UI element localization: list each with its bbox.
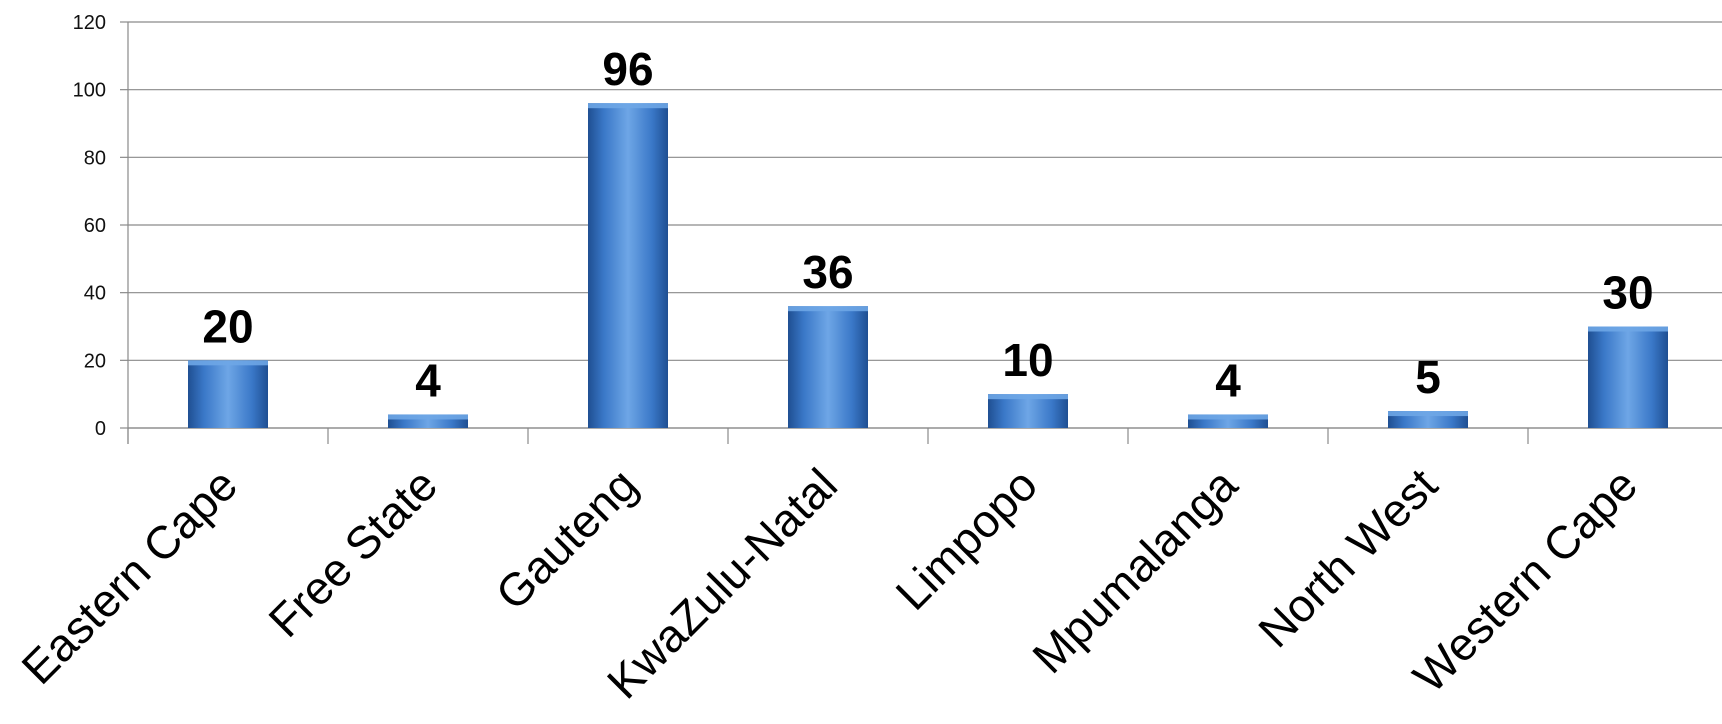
- bar-cap: [388, 414, 468, 420]
- x-tick-label: North West: [1248, 458, 1447, 657]
- x-tick-label: Mpumalanga: [1022, 458, 1247, 683]
- y-tick-label: 40: [84, 283, 106, 305]
- data-label: 30: [1602, 267, 1653, 319]
- bar-cap: [588, 103, 668, 109]
- bar-limpopo: [988, 394, 1068, 428]
- y-tick-label: 100: [73, 80, 106, 102]
- x-tick-label: Gauteng: [486, 458, 648, 620]
- bar-gauteng: [588, 103, 668, 428]
- x-axis-category-labels: Eastern Cape Free State GautengKwaZulu-Nat…: [11, 458, 1647, 708]
- bar-cap: [788, 306, 868, 312]
- bar-cap: [1588, 326, 1668, 332]
- bar-cap: [988, 394, 1068, 400]
- data-label: 20: [202, 300, 253, 352]
- data-label: 4: [1215, 354, 1241, 406]
- gridlines: [128, 21, 1722, 429]
- data-label: 36: [802, 246, 853, 298]
- bar-western-cape: [1588, 326, 1668, 428]
- bars: [188, 103, 1668, 428]
- y-tick-label: 60: [84, 215, 106, 237]
- x-tick-label: Free State: [258, 458, 447, 647]
- y-tick-label: 120: [73, 12, 106, 34]
- x-tick-label: Eastern Cape: [11, 458, 247, 694]
- bar-cap: [1388, 411, 1468, 417]
- data-label: 4: [415, 354, 441, 406]
- y-tick-label: 20: [84, 350, 106, 372]
- axes: [120, 21, 1722, 444]
- data-label: 5: [1415, 351, 1441, 403]
- bar-cap: [188, 360, 268, 366]
- data-label: 10: [1002, 334, 1053, 386]
- y-axis-tick-labels: 0 20 40 60 80 100 120: [73, 12, 106, 440]
- data-label: 96: [602, 43, 653, 95]
- y-tick-label: 80: [84, 147, 106, 169]
- x-tick-label: Limpopo: [886, 458, 1048, 620]
- bar-cap: [1188, 414, 1268, 420]
- bar-kwazulu-natal: [788, 306, 868, 428]
- bar-eastern-cape: [188, 360, 268, 428]
- data-labels: 20 4 96 36 10 4 5 30: [202, 43, 1653, 406]
- y-tick-label: 0: [95, 418, 106, 440]
